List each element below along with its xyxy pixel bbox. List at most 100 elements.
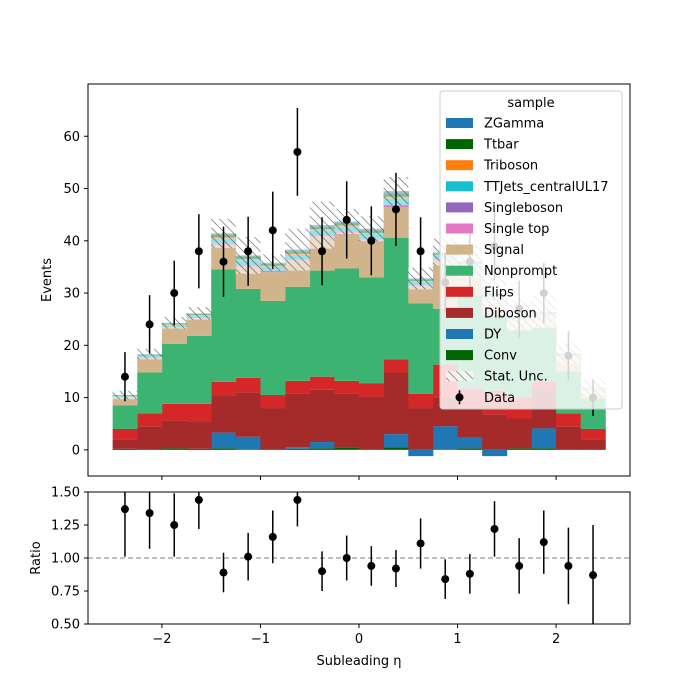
ratio-point xyxy=(342,554,351,562)
ratio-y-axis-label: Ratio xyxy=(29,541,44,574)
ratio-point xyxy=(244,552,253,561)
y-tick-label: 1.50 xyxy=(51,486,80,501)
x-tick-label: −2 xyxy=(152,632,171,647)
legend-label: Singleboson xyxy=(484,201,563,216)
bar-nonprompt xyxy=(383,237,409,360)
y-tick-label: 60 xyxy=(63,130,80,145)
bar-diboson xyxy=(457,409,483,438)
ratio-point xyxy=(391,564,400,573)
bar-signal xyxy=(186,318,212,336)
y-tick-label: 1.25 xyxy=(51,519,80,534)
bar-flips xyxy=(235,377,261,393)
ratio-y-axis: 0.50 0.75 1.00 1.25 1.50 xyxy=(51,486,88,633)
bar-dy xyxy=(235,436,261,450)
legend-swatch xyxy=(446,223,473,234)
bar-flips xyxy=(161,403,187,421)
stat-unc-band xyxy=(137,348,162,360)
legend-label: Flips xyxy=(484,285,514,300)
bar-nonprompt xyxy=(186,335,212,404)
legend-label: DY xyxy=(484,328,501,343)
bar-diboson xyxy=(137,426,163,450)
bar-flips xyxy=(408,393,434,409)
bar-conv xyxy=(309,448,335,450)
bar-conv xyxy=(112,448,138,450)
legend-box xyxy=(439,90,623,410)
bar-dy xyxy=(285,447,311,449)
main-plot-panel: 0 10 20 30 40 50 60 Events sample ZGamma Ttbar Tr… xyxy=(40,83,631,480)
legend-swatch xyxy=(446,139,473,150)
legend-item-data: Data xyxy=(455,390,515,406)
main-x-axis xyxy=(161,476,557,480)
ratio-point xyxy=(515,561,524,570)
bar-diboson xyxy=(211,396,237,433)
legend-swatch xyxy=(446,286,473,297)
legend-item-flips: Flips xyxy=(446,285,514,300)
x-tick-label: 2 xyxy=(552,632,560,647)
legend-item-triboson: Triboson xyxy=(446,159,538,174)
data-point xyxy=(145,320,154,329)
bar-flips xyxy=(383,359,409,373)
ratio-point xyxy=(441,575,450,584)
legend-item-nonprompt: Nonprompt xyxy=(446,264,557,279)
bar-diboson xyxy=(334,393,360,448)
legend-marker xyxy=(455,393,464,402)
ratio-point xyxy=(539,538,548,547)
bar-nonprompt xyxy=(260,300,286,395)
data-point xyxy=(170,289,179,298)
bar-dy xyxy=(432,426,458,450)
bar-conv xyxy=(285,448,311,450)
legend-swatch xyxy=(446,118,473,128)
stat-unc-band xyxy=(285,228,310,271)
bar-nonprompt xyxy=(137,372,163,414)
legend-label: Data xyxy=(484,391,515,406)
y-tick-label: 10 xyxy=(63,391,80,406)
legend-swatch xyxy=(446,202,473,213)
y-tick-label: 40 xyxy=(63,234,80,249)
bar-diboson xyxy=(383,372,409,435)
bar-diboson xyxy=(112,439,138,449)
legend-label: Ttbar xyxy=(483,138,519,153)
bar-conv xyxy=(531,448,557,450)
legend-item-zgamma: ZGamma xyxy=(446,117,544,132)
bar-flips xyxy=(334,380,360,394)
y-tick-label: 0.50 xyxy=(51,618,80,633)
legend-label: TTJets_centralUL17 xyxy=(483,180,609,195)
bar-diboson xyxy=(556,426,582,450)
bar-signal xyxy=(112,397,138,406)
main-y-axis-label: Events xyxy=(40,258,55,302)
data-point xyxy=(120,372,129,381)
ratio-point xyxy=(194,495,203,504)
x-tick-label: −1 xyxy=(251,632,270,647)
bar-diboson xyxy=(408,408,434,450)
bar-conv xyxy=(457,448,483,450)
bar-flips xyxy=(137,413,163,427)
legend-label: Conv xyxy=(484,349,517,364)
bar-dy xyxy=(309,442,335,449)
bar-signal xyxy=(260,272,286,301)
bar-diboson xyxy=(580,439,606,450)
bar-nonprompt xyxy=(161,343,187,404)
ratio-point xyxy=(318,567,327,576)
series-diboson xyxy=(112,372,606,450)
legend-item-ttjets-centralul17: TTJets_centralUL17 xyxy=(446,180,609,195)
data-point xyxy=(219,257,228,266)
bar-nonprompt xyxy=(359,277,385,384)
bar-nonprompt xyxy=(334,268,360,381)
legend-swatch xyxy=(446,244,473,255)
bar-conv xyxy=(334,447,360,450)
legend-swatch xyxy=(446,265,473,276)
bar-signal xyxy=(408,286,434,304)
main-y-axis: 0 10 20 30 40 50 60 xyxy=(63,130,88,458)
legend-title: sample xyxy=(507,96,554,111)
ratio-point xyxy=(120,505,129,514)
legend-item-dy: DY xyxy=(446,328,501,343)
legend-item-conv: Conv xyxy=(446,349,517,364)
bar-nonprompt xyxy=(285,286,311,381)
data-point xyxy=(391,205,400,214)
bar-nonprompt xyxy=(235,288,261,378)
data-point xyxy=(416,247,425,256)
bar-flips xyxy=(309,376,335,390)
bar-flips xyxy=(260,394,286,409)
bar-diboson xyxy=(309,389,335,443)
legend: sample ZGamma Ttbar Triboson TTJets_centralU… xyxy=(439,90,623,410)
